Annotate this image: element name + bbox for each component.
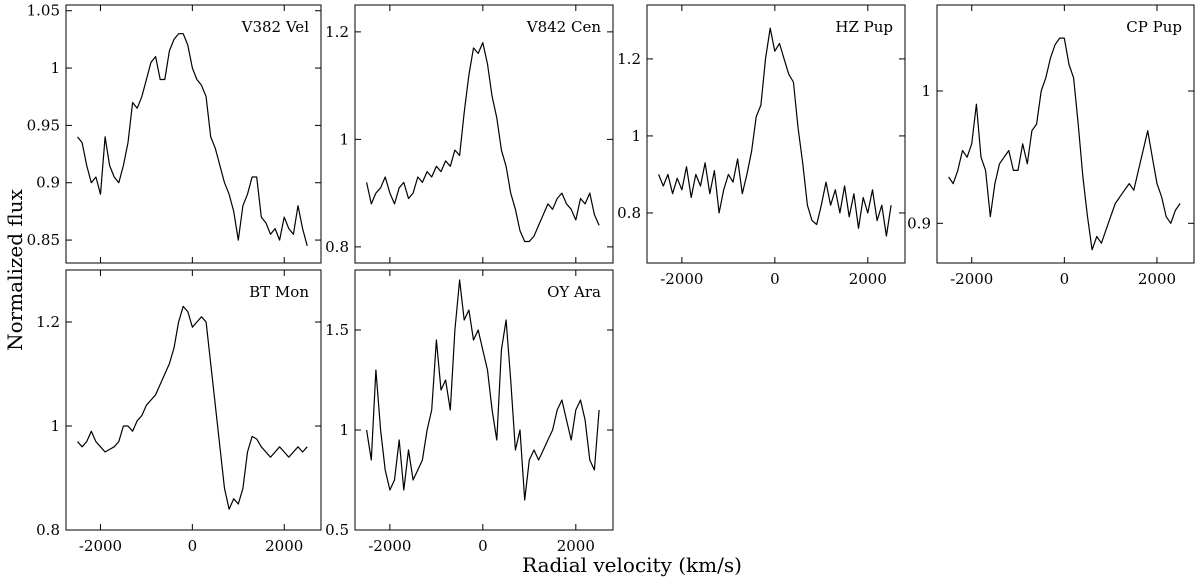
panel-title: OY Ara	[547, 283, 601, 301]
panel-frame	[65, 4, 322, 264]
y-tick-label: 1	[631, 127, 641, 145]
panel-title: V382 Vel	[241, 18, 310, 36]
spectrum-line	[77, 305, 308, 510]
panel-frame	[936, 4, 1195, 264]
spectrum-line	[948, 37, 1181, 251]
y-tick-label: 1.5	[325, 321, 349, 339]
y-tick-label: 1	[921, 82, 931, 100]
x-tick-label: 0	[188, 537, 198, 555]
y-tick-label: 1	[50, 417, 60, 435]
panel-3: 0.9 1 -2000 0 2000 CP Pup	[907, 4, 1195, 288]
y-tick-label: 0.8	[36, 521, 60, 539]
y-tick-label: 1.2	[325, 23, 349, 41]
panel-1: 0.8 1 1.2 V842 Cen	[325, 4, 614, 264]
y-tick-label: 0.9	[36, 174, 60, 192]
panel-frame	[354, 4, 614, 264]
y-tick-label: 0.95	[27, 116, 60, 134]
y-tick-label: 1.05	[27, 2, 60, 20]
panel-2: 0.8 1 1.2 -2000 0 2000 HZ Pup	[617, 4, 906, 288]
x-tick-label: 2000	[1138, 270, 1176, 288]
panel-5: 0.5 1 1.5 -2000 0 2000 OY Ara	[325, 269, 614, 555]
y-tick-label: 1	[339, 130, 349, 148]
y-tick-label: 0.5	[325, 521, 349, 539]
panel-frame	[65, 269, 322, 531]
panel-title: HZ Pup	[835, 18, 893, 36]
spectrum-line	[366, 41, 600, 243]
x-tick-label: 2000	[557, 537, 595, 555]
x-tick-label: 0	[478, 537, 488, 555]
y-tick-label: 1	[339, 421, 349, 439]
x-tick-label: -2000	[368, 537, 411, 555]
x-tick-label: -2000	[79, 537, 122, 555]
y-tick-label: 0.9	[907, 214, 931, 232]
y-tick-label: 0.8	[325, 238, 349, 256]
x-tick-label: 2000	[265, 537, 303, 555]
x-axis-label: Radial velocity (km/s)	[522, 553, 742, 577]
y-tick-label: 1.2	[36, 313, 60, 331]
y-tick-label: 1	[50, 59, 60, 77]
panel-0: 0.85 0.9 0.95 1 1.05 V382 Vel	[27, 2, 322, 264]
panel-title: V842 Cen	[526, 18, 602, 36]
x-tick-label: -2000	[950, 270, 993, 288]
spectrum-line	[658, 27, 892, 237]
x-tick-label: 0	[1060, 270, 1070, 288]
panel-title: CP Pup	[1126, 18, 1182, 36]
y-axis-label: Normalized flux	[3, 188, 27, 351]
panel-frame	[646, 4, 906, 264]
panel-4: 0.8 1 1.2 -2000 0 2000 BT Mon	[36, 269, 322, 555]
x-tick-label: -2000	[660, 270, 703, 288]
panel-frame	[354, 269, 614, 531]
y-tick-label: 0.8	[617, 204, 641, 222]
spectrum-line	[366, 279, 600, 501]
panel-title: BT Mon	[249, 283, 309, 301]
x-tick-label: 0	[770, 270, 780, 288]
y-tick-label: 1.2	[617, 50, 641, 68]
y-tick-label: 0.85	[27, 231, 60, 249]
x-tick-label: 2000	[849, 270, 887, 288]
spectrum-line	[77, 33, 308, 246]
